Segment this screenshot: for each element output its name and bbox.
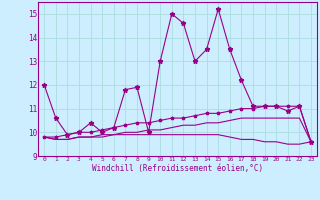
X-axis label: Windchill (Refroidissement éolien,°C): Windchill (Refroidissement éolien,°C)	[92, 164, 263, 173]
